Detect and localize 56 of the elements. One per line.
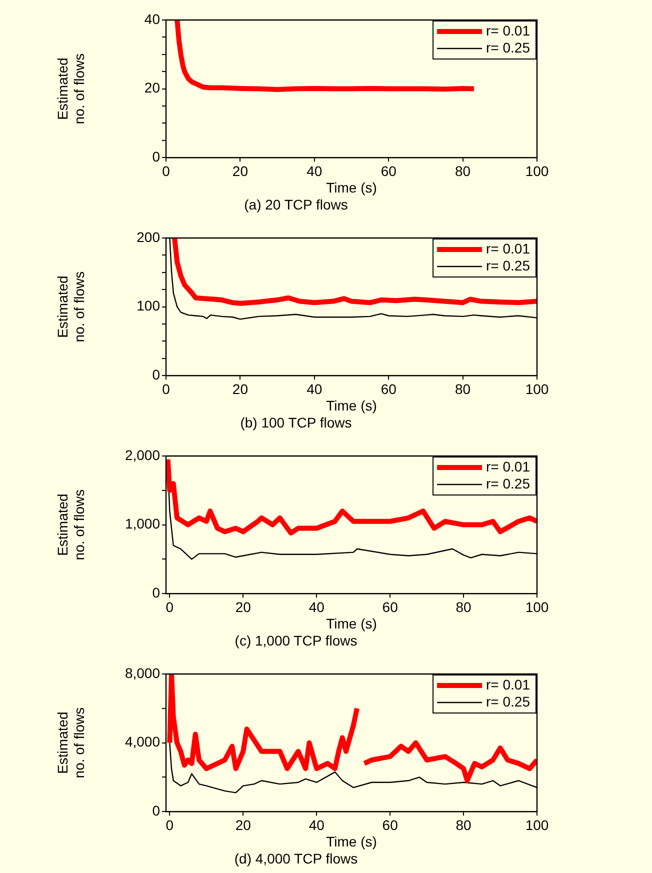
x-tick-label: 100: [525, 380, 549, 397]
legend-label: r= 0.01: [486, 676, 530, 692]
legend-label: r= 0.25: [486, 39, 530, 56]
x-tick-label: 0: [162, 162, 170, 179]
legend-label: r= 0.25: [486, 475, 530, 492]
x-tick-label: 60: [380, 162, 397, 179]
text: (a) 20 TCP flows: [244, 196, 348, 212]
y-tick-label: 100: [136, 298, 160, 314]
text: (b) 100 TCP flows: [240, 414, 352, 430]
y-tick-label: 0: [152, 584, 160, 600]
y-tick-label: 8,000: [124, 664, 160, 681]
x-tick-label: 20: [232, 380, 248, 397]
x-tick-label: 20: [235, 816, 252, 833]
legend-label: r= 0.25: [486, 257, 530, 274]
text: (c) 1,000 TCP flows: [234, 632, 358, 648]
x-tick-label: 60: [382, 598, 398, 615]
x-tick-label: 60: [380, 380, 397, 397]
x-tick-label: 100: [525, 162, 549, 179]
y-axis-title: Estimated no. of flows: [54, 271, 88, 342]
x-axis-title: Time (s): [326, 398, 377, 414]
x-tick-label: 0: [166, 598, 174, 615]
x-tick-label: 60: [382, 816, 398, 833]
x-axis-title: Time (s): [326, 180, 377, 196]
x-tick-label: 20: [235, 598, 252, 615]
x-tick-label: 80: [455, 162, 471, 179]
x-tick-label: 0: [162, 380, 170, 397]
x-axis-title: Time (s): [326, 834, 377, 850]
x-tick-label: 80: [456, 598, 472, 615]
y-tick-label: 200: [136, 228, 160, 245]
y-axis-title: Estimated no. of flows: [54, 53, 88, 124]
x-tick-label: 40: [306, 380, 322, 397]
y-tick-label: 2,000: [124, 446, 160, 463]
y-tick-label: 20: [144, 80, 160, 96]
x-tick-label: 0: [166, 816, 174, 833]
y-tick-label: 0: [152, 802, 160, 818]
x-tick-label: 100: [525, 816, 549, 833]
x-tick-label: 40: [308, 598, 325, 615]
x-tick-label: 80: [456, 816, 472, 833]
y-tick-label: 40: [144, 10, 160, 27]
legend-label: r= 0.01: [486, 22, 530, 38]
y-tick-label: 0: [152, 366, 160, 382]
x-tick-label: 80: [455, 380, 471, 397]
y-axis-title: Estimated no. of flows: [54, 707, 88, 778]
y-tick-label: 1,000: [124, 516, 160, 532]
y-tick-label: 0: [152, 148, 160, 164]
legend-label: r= 0.01: [486, 458, 530, 474]
y-tick-label: 4,000: [124, 734, 160, 750]
x-tick-label: 20: [232, 162, 248, 179]
text: (d) 4,000 TCP flows: [234, 850, 358, 866]
x-axis-title: Time (s): [326, 616, 377, 632]
x-tick-label: 100: [525, 598, 549, 615]
legend-label: r= 0.01: [486, 240, 530, 256]
x-tick-label: 40: [308, 816, 325, 833]
y-axis-title: Estimated no. of flows: [54, 489, 88, 560]
legend-label: r= 0.25: [486, 693, 530, 710]
x-tick-label: 40: [306, 162, 322, 179]
